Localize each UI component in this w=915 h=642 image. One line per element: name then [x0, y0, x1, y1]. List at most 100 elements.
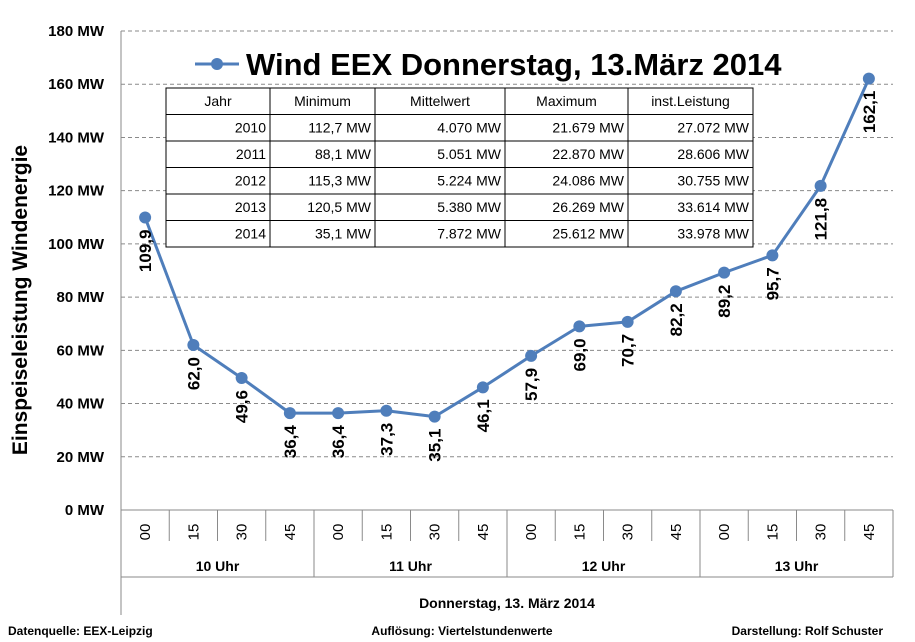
- data-label: 36,4: [281, 425, 300, 459]
- y-axis: 0 MW 20 MW 40 MW 60 MW 80 MW 100 MW 120 MW 140 …: [48, 23, 122, 615]
- series-wind: [139, 72, 875, 423]
- table-cell: 2010: [235, 120, 266, 136]
- hour-group-label: 10 Uhr: [196, 558, 240, 574]
- x-tick-label: 00: [523, 524, 540, 541]
- data-label: 49,6: [233, 390, 252, 423]
- x-tick-label: 00: [137, 524, 154, 541]
- x-tick-label: 30: [813, 524, 830, 541]
- data-label: 36,4: [329, 425, 348, 459]
- table-cell: 28.606 MW: [677, 146, 749, 162]
- x-tick-label: 30: [234, 524, 251, 541]
- table-header-cell: Mittelwert: [410, 93, 470, 109]
- x-tick-label: 00: [716, 524, 733, 541]
- table-cell: 35,1 MW: [315, 226, 372, 242]
- legend-marker: [211, 58, 223, 70]
- chart-title-text: Wind EEX Donnerstag, 13.März 2014: [246, 47, 782, 82]
- data-point: [476, 381, 489, 394]
- data-point: [187, 339, 200, 352]
- table-cell: 21.679 MW: [552, 120, 624, 136]
- data-point: [283, 407, 296, 420]
- data-point: [814, 179, 827, 192]
- table-cell: 27.072 MW: [677, 120, 749, 136]
- data-point: [332, 407, 345, 420]
- data-label: 95,7: [763, 267, 782, 300]
- table-header-cell: Maximum: [536, 93, 597, 109]
- y-tick-label: 60 MW: [56, 342, 104, 359]
- table-cell: 2013: [235, 199, 266, 215]
- x-tick-label: 15: [764, 524, 781, 541]
- x-tick-label: 45: [475, 524, 492, 541]
- table-cell: 7.872 MW: [437, 226, 502, 242]
- y-tick-label: 100 MW: [48, 236, 105, 253]
- data-point: [235, 372, 248, 385]
- x-tick-label: 45: [668, 524, 685, 541]
- table-cell: 33.978 MW: [677, 226, 749, 242]
- data-point: [766, 249, 779, 262]
- table-header-cell: Jahr: [204, 93, 232, 109]
- y-tick-label: 80 MW: [56, 289, 104, 306]
- x-tick-label: 15: [378, 524, 395, 541]
- footer-resolution: Auflösung: Viertelstundenwerte: [371, 624, 552, 638]
- table-cell: 22.870 MW: [552, 146, 624, 162]
- footer-author: Darstellung: Rolf Schuster: [732, 624, 884, 638]
- table-cell: 24.086 MW: [552, 173, 624, 189]
- data-label: 46,1: [474, 399, 493, 432]
- x-tick-label: 30: [620, 524, 637, 541]
- data-point: [525, 349, 538, 362]
- data-point: [862, 72, 875, 85]
- y-tick-label: 180 MW: [48, 23, 105, 40]
- table-cell: 4.070 MW: [437, 120, 502, 136]
- statistics-table: Jahr Minimum Mittelwert Maximum inst.Leistun…: [165, 87, 754, 248]
- footer-source: Datenquelle: EEX-Leipzig: [8, 624, 153, 638]
- series-line: [143, 77, 871, 419]
- hour-group-label: 11 Uhr: [389, 558, 432, 574]
- table-cell: 112,7 MW: [308, 120, 372, 136]
- data-point: [573, 320, 586, 333]
- y-tick-label: 40 MW: [56, 396, 104, 413]
- table-cell: 26.269 MW: [552, 199, 624, 215]
- data-label: 57,9: [522, 368, 541, 401]
- table-cell: 5.224 MW: [437, 173, 502, 189]
- data-label: 89,2: [715, 285, 734, 318]
- data-point: [621, 315, 634, 328]
- data-labels: 109,9 62,0 49,6 36,4 36,4 37,3 35,1 46,1 57,9 69,…: [136, 91, 879, 462]
- data-point: [428, 410, 441, 423]
- y-axis-title: Einspeiseleistung Windenergie: [9, 145, 32, 455]
- table-cell: 25.612 MW: [552, 226, 624, 242]
- table-cell: 2014: [235, 226, 266, 242]
- data-point: [380, 404, 393, 417]
- data-label: 70,7: [619, 334, 638, 367]
- data-point: [669, 285, 682, 298]
- y-tick-label: 120 MW: [48, 183, 105, 200]
- x-axis: 00 15 30 45 00 15 30 45 00 15 30 45 00 15 30 45 10 Uhr 11…: [121, 509, 894, 578]
- data-label: 37,3: [377, 423, 396, 456]
- chart-title: Wind EEX Donnerstag, 13.März 2014: [195, 47, 782, 82]
- y-tick-label: 160 MW: [48, 76, 105, 93]
- x-tick-label: 15: [185, 524, 202, 541]
- y-tick-label: 20 MW: [56, 449, 104, 466]
- x-tick-label: 45: [282, 524, 299, 541]
- x-tick-label: 45: [861, 524, 878, 541]
- table-cell: 88,1 MW: [315, 146, 372, 162]
- x-axis-title: Donnerstag, 13. März 2014: [419, 595, 595, 611]
- table-header-cell: inst.Leistung: [651, 93, 730, 109]
- table-cell: 5.051 MW: [437, 146, 502, 162]
- table-header-cell: Minimum: [294, 93, 351, 109]
- hour-group-label: 13 Uhr: [775, 558, 819, 574]
- data-point: [139, 211, 152, 224]
- y-tick-label: 140 MW: [48, 129, 105, 146]
- data-label: 162,1: [860, 91, 879, 134]
- x-tick-label: 30: [427, 524, 444, 541]
- data-label: 82,2: [667, 303, 686, 336]
- data-label: 69,0: [570, 338, 589, 371]
- table-cell: 2012: [235, 173, 266, 189]
- table-cell: 5.380 MW: [437, 199, 502, 215]
- table-cell: 2011: [236, 146, 266, 162]
- y-tick-label: 0 MW: [65, 502, 105, 519]
- x-tick-label: 00: [330, 524, 347, 541]
- data-label: 35,1: [426, 429, 445, 462]
- table-cell: 33.614 MW: [677, 199, 749, 215]
- x-tick-label: 15: [571, 524, 588, 541]
- hour-group-label: 12 Uhr: [582, 558, 626, 574]
